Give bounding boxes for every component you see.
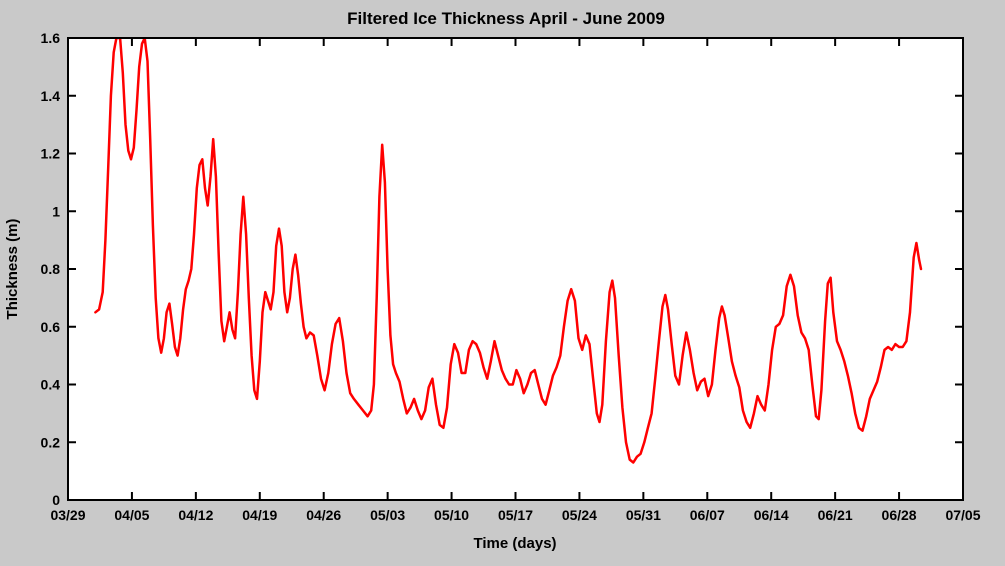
x-tick-label: 04/12 bbox=[178, 507, 213, 523]
x-tick-label: 04/26 bbox=[306, 507, 341, 523]
y-tick-label: 0.2 bbox=[41, 434, 61, 450]
x-tick-label: 06/14 bbox=[754, 507, 789, 523]
y-tick-label: 0 bbox=[52, 492, 60, 508]
x-tick-label: 05/03 bbox=[370, 507, 405, 523]
data-line bbox=[94, 38, 923, 464]
y-tick-label: 1.4 bbox=[41, 88, 61, 104]
plot-area bbox=[68, 38, 963, 500]
y-tick-label: 1.2 bbox=[41, 146, 61, 162]
x-tick-label: 06/07 bbox=[690, 507, 725, 523]
x-tick-label: 04/19 bbox=[242, 507, 277, 523]
x-tick-label: 06/21 bbox=[818, 507, 853, 523]
x-tick-label: 05/31 bbox=[626, 507, 661, 523]
y-tick-label: 1 bbox=[52, 203, 60, 219]
x-axis-label: Time (days) bbox=[473, 535, 556, 552]
x-tick-label: 06/28 bbox=[882, 507, 917, 523]
y-tick-label: 1.6 bbox=[41, 30, 61, 46]
chart-title: Filtered Ice Thickness April - June 2009 bbox=[347, 9, 665, 28]
axes-frame bbox=[67, 37, 964, 501]
x-tick-label: 07/05 bbox=[945, 507, 980, 523]
y-tick-label: 0.4 bbox=[41, 377, 61, 393]
x-tick-label: 05/24 bbox=[562, 507, 597, 523]
x-tick-label: 04/05 bbox=[114, 507, 149, 523]
x-tick-label: 03/29 bbox=[50, 507, 85, 523]
y-tick-label: 0.6 bbox=[41, 319, 61, 335]
x-tick-label: 05/10 bbox=[434, 507, 469, 523]
y-tick-label: 0.8 bbox=[41, 261, 61, 277]
y-axis-label: Thickness (m) bbox=[4, 219, 21, 320]
x-tick-label: 05/17 bbox=[498, 507, 533, 523]
